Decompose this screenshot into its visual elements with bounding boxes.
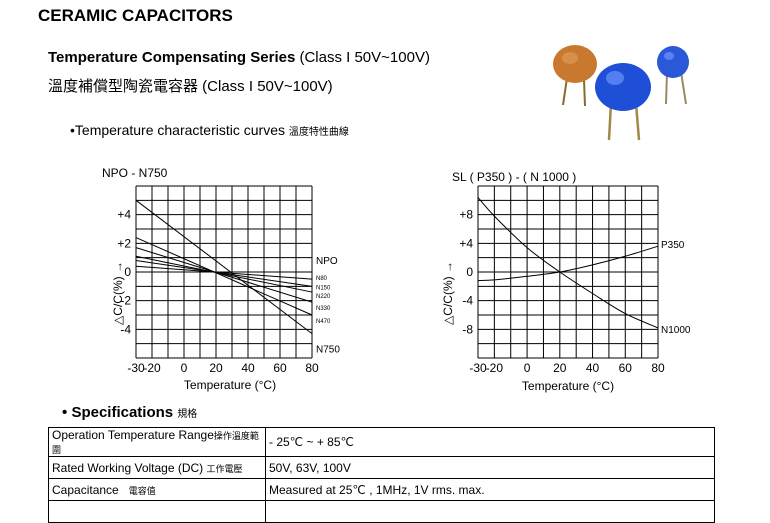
y-tick-label: +8 — [459, 208, 473, 222]
x-tick-label: 40 — [241, 361, 255, 375]
spec-label-zh: 工作電壓 — [206, 463, 243, 474]
spec-value-cell: - 25℃ ~ + 85℃ — [265, 427, 715, 457]
series-line-p350 — [477, 245, 659, 282]
series-label-n80: N80 — [316, 276, 328, 282]
y-tick-label: 0 — [466, 265, 473, 279]
series-title-zh: 溫度補償型陶瓷電容器 (Class I 50V~100V) — [48, 75, 333, 96]
spec-label-cell — [48, 500, 266, 523]
x-tick-label: 0 — [181, 361, 188, 375]
series-line-n80 — [135, 265, 313, 280]
series-line-n1000 — [477, 197, 659, 329]
series-label-n470: N470 — [316, 319, 331, 325]
series-line-n330 — [135, 247, 313, 303]
spec-value-cell: Measured at 25℃ , 1MHz, 1V rms. max. — [265, 478, 715, 501]
table-row: Capacitance 電容值 Measured at 25℃ , 1MHz, … — [48, 478, 715, 501]
chart-npo-n750: NPO - N750 NPO N80 N150 N220 N330 N470 N750 -3… — [102, 166, 340, 392]
chart1-series-labels: NPO N80 N150 N220 N330 N470 N750 — [316, 256, 340, 356]
x-tick-label: -30 — [127, 361, 145, 375]
bullet-icon: • — [62, 404, 68, 421]
y-tick-label: -4 — [462, 294, 473, 308]
series-label-npo: NPO — [316, 256, 338, 267]
x-tick-label: 80 — [305, 361, 319, 375]
y-tick-label: +4 — [117, 208, 131, 222]
spec-heading-label: Specifications — [71, 404, 174, 421]
series-title-en: Temperature Compensating Series (Class I… — [48, 49, 430, 66]
x-tick-label: 0 — [524, 361, 531, 375]
table-row — [48, 500, 715, 523]
chart-sl: SL ( P350 ) - ( N 1000 ) P350 N1000 -30 -2… — [441, 170, 691, 393]
x-tick-label: 40 — [586, 361, 600, 375]
y-tick-label: +2 — [117, 236, 131, 250]
spec-label-zh: 操作溫度範圍 — [52, 431, 259, 455]
y-tick-label: -4 — [120, 322, 131, 336]
spec-label-cell: Capacitance 電容值 — [48, 478, 266, 501]
series-name-zh: 溫度補償型陶瓷電容器 — [48, 78, 199, 95]
curves-heading: •Temperature characteristic curves 溫度特性曲… — [70, 122, 349, 138]
x-tick-label: 60 — [619, 361, 633, 375]
chart2-title: SL ( P350 ) - ( N 1000 ) — [452, 170, 576, 184]
spec-label: Rated Working Voltage (DC) — [52, 460, 204, 475]
chart1-title: NPO - N750 — [102, 166, 168, 180]
chart2-series-labels: P350 N1000 — [661, 240, 691, 336]
y-tick-label: 0 — [124, 265, 131, 279]
x-tick-label: 20 — [553, 361, 567, 375]
chart2-y-ticks: +8 +4 0 -4 -8 — [459, 208, 473, 337]
x-tick-label: 20 — [209, 361, 223, 375]
chart2-x-ticks: -30 -20 0 20 40 60 80 — [469, 361, 665, 375]
chart2-grid — [477, 185, 659, 359]
spec-heading: • Specifications 規格 — [62, 404, 197, 421]
table-row: Rated Working Voltage (DC) 工作電壓 50V, 63V… — [48, 456, 715, 479]
chart2-lines — [477, 197, 659, 329]
spec-heading-label-zh: 規格 — [177, 409, 198, 420]
y-tick-label: -8 — [462, 322, 473, 336]
series-label-n750: N750 — [316, 345, 340, 356]
series-line-n470 — [135, 237, 313, 316]
chart2-y-label: △C/C(%) → — [441, 261, 455, 325]
chart1-y-label: △C/C(%) → — [111, 261, 125, 325]
x-tick-label: 60 — [273, 361, 287, 375]
bullet-icon: • — [70, 122, 75, 138]
series-label-n150: N150 — [316, 285, 331, 291]
spec-label-cell: Operation Temperature Range操作溫度範圍 — [48, 427, 266, 457]
series-line-n750 — [135, 199, 313, 335]
spec-label-zh: 電容值 — [128, 485, 156, 496]
series-line-n150 — [135, 260, 313, 287]
x-tick-label: -20 — [486, 361, 504, 375]
table-row: Operation Temperature Range操作溫度範圍 - 25℃ … — [48, 427, 715, 457]
chart1-lines — [135, 199, 313, 335]
series-class-zh: (Class I 50V~100V) — [198, 78, 333, 95]
x-tick-label: -30 — [469, 361, 487, 375]
spec-label-cell: Rated Working Voltage (DC) 工作電壓 — [48, 456, 266, 479]
series-label-n220: N220 — [316, 294, 331, 300]
series-label-p350: P350 — [661, 240, 685, 251]
y-tick-label: -2 — [120, 294, 131, 308]
series-line-n220 — [135, 255, 313, 293]
curves-heading-label-zh: 溫度特性曲線 — [288, 127, 349, 138]
series-label-n1000: N1000 — [661, 325, 691, 336]
x-tick-label: 80 — [651, 361, 665, 375]
spec-value-cell — [265, 500, 715, 523]
x-tick-label: -20 — [143, 361, 161, 375]
spec-value-cell: 50V, 63V, 100V — [265, 456, 715, 479]
specifications-table: Operation Temperature Range操作溫度範圍 - 25℃ … — [48, 427, 715, 523]
series-name-en: Temperature Compensating Series — [48, 49, 296, 66]
y-tick-label: +4 — [459, 236, 473, 250]
spec-label: Capacitance — [52, 482, 119, 497]
series-label-n330: N330 — [316, 306, 331, 312]
spec-label: Operation Temperature Range — [52, 428, 214, 442]
page-title: CERAMIC CAPACITORS — [38, 6, 233, 25]
series-class-en: (Class I 50V~100V) — [295, 49, 430, 66]
curves-heading-label: Temperature characteristic curves — [74, 122, 285, 138]
chart1-x-label: Temperature (°C) — [184, 378, 276, 392]
chart2-x-label: Temperature (°C) — [522, 379, 614, 393]
chart1-x-ticks: -30-20 0 20 40 60 80 — [127, 361, 319, 375]
chart1-y-ticks: +4 +2 0 -2 -4 — [117, 208, 131, 337]
